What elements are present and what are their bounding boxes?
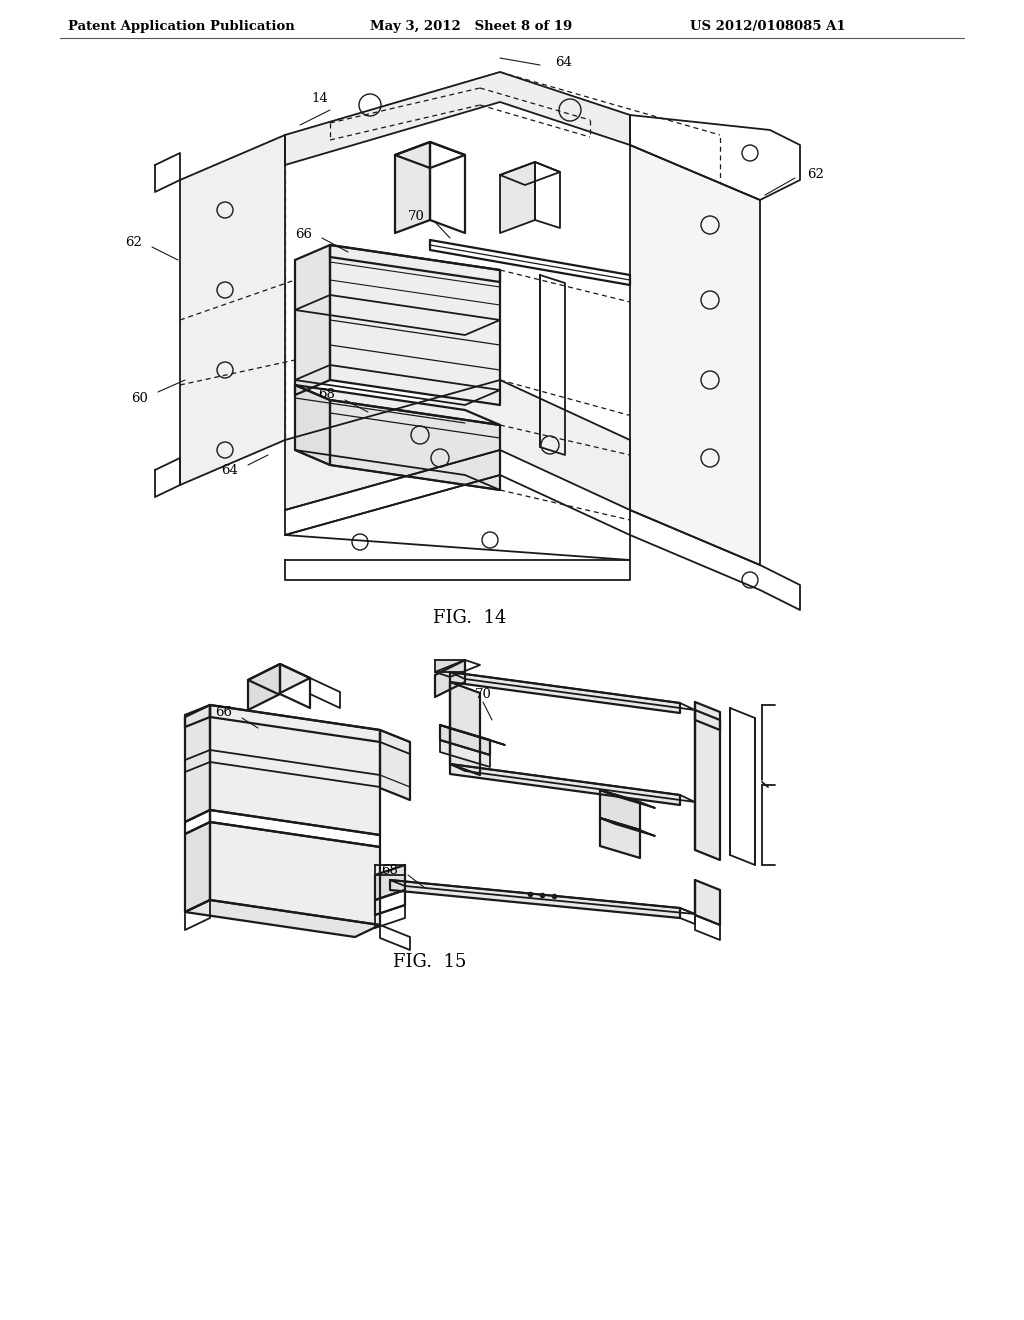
Polygon shape <box>185 705 210 822</box>
Polygon shape <box>450 672 680 713</box>
Text: 14: 14 <box>311 91 329 104</box>
Text: US 2012/0108085 A1: US 2012/0108085 A1 <box>690 20 846 33</box>
Text: 60: 60 <box>131 392 148 404</box>
Polygon shape <box>630 145 760 565</box>
Polygon shape <box>390 880 680 917</box>
Text: 68: 68 <box>318 388 335 401</box>
Polygon shape <box>380 730 410 800</box>
Polygon shape <box>295 385 500 425</box>
Polygon shape <box>285 380 630 510</box>
Text: 66: 66 <box>215 706 232 719</box>
Text: Patent Application Publication: Patent Application Publication <box>68 20 295 33</box>
Polygon shape <box>695 710 720 730</box>
Polygon shape <box>295 246 330 395</box>
Polygon shape <box>185 900 380 937</box>
Polygon shape <box>450 682 480 775</box>
Polygon shape <box>180 135 285 484</box>
Polygon shape <box>185 822 210 912</box>
Text: May 3, 2012   Sheet 8 of 19: May 3, 2012 Sheet 8 of 19 <box>370 20 572 33</box>
Polygon shape <box>440 725 490 755</box>
Polygon shape <box>295 385 330 465</box>
Polygon shape <box>600 789 640 830</box>
Polygon shape <box>285 73 630 165</box>
Polygon shape <box>330 246 500 282</box>
Polygon shape <box>500 162 535 234</box>
Text: 68: 68 <box>381 863 398 876</box>
Polygon shape <box>395 143 430 234</box>
Polygon shape <box>375 865 406 900</box>
Text: 62: 62 <box>125 236 142 249</box>
Polygon shape <box>210 822 380 925</box>
Polygon shape <box>450 764 680 805</box>
Polygon shape <box>600 818 640 858</box>
Text: 64: 64 <box>555 55 571 69</box>
Polygon shape <box>248 664 280 710</box>
Polygon shape <box>435 660 465 697</box>
Text: FIG.  14: FIG. 14 <box>433 609 507 627</box>
Text: 66: 66 <box>295 227 312 240</box>
Polygon shape <box>695 880 720 925</box>
Polygon shape <box>330 246 500 405</box>
Polygon shape <box>330 400 500 490</box>
Polygon shape <box>440 741 490 767</box>
Polygon shape <box>210 705 380 742</box>
Text: 64: 64 <box>221 463 238 477</box>
Polygon shape <box>435 660 465 672</box>
Polygon shape <box>210 705 380 836</box>
Text: 70: 70 <box>409 210 425 223</box>
Text: FIG.  15: FIG. 15 <box>393 953 467 972</box>
Text: 62: 62 <box>807 169 824 181</box>
Polygon shape <box>695 702 720 861</box>
Polygon shape <box>248 664 310 694</box>
Text: 70: 70 <box>474 689 492 701</box>
